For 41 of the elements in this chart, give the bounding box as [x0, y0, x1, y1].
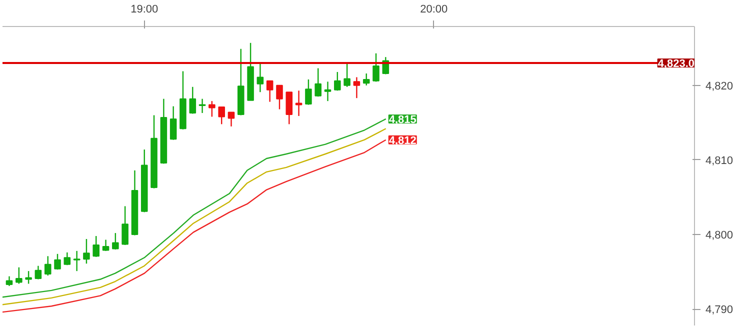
- candlestick: [286, 92, 293, 125]
- candlestick: [314, 68, 322, 98]
- candlestick: [334, 71, 341, 92]
- annotation: 4,815: [388, 114, 416, 126]
- candlestick: [362, 72, 370, 86]
- candlestick: [44, 256, 52, 276]
- candlestick: [170, 106, 177, 140]
- candlestick: [54, 253, 61, 270]
- candlestick: [112, 232, 119, 250]
- candlestick: [122, 206, 128, 246]
- candlestick: [228, 112, 235, 128]
- candlestick: [83, 238, 90, 264]
- candlestick: [344, 62, 350, 88]
- candlestick: [256, 62, 264, 93]
- x-tick-label: 19:00: [130, 4, 158, 16]
- candlestick: [189, 86, 196, 114]
- candlestick: [295, 90, 302, 117]
- candlestick: [6, 276, 13, 287]
- y-tick-label: 4,790: [706, 304, 734, 316]
- candlestick: [353, 76, 360, 99]
- candlestick: [73, 250, 80, 272]
- candlestick: [372, 52, 380, 82]
- candlestick: [276, 84, 283, 110]
- candlestick: [218, 106, 225, 125]
- candlestick: [305, 78, 312, 106]
- y-tick-label: 4,800: [706, 230, 734, 242]
- candlestick: [324, 81, 332, 102]
- candlestick: [16, 266, 22, 284]
- candlestick: [92, 235, 100, 258]
- candlestick: [208, 100, 216, 118]
- y-tick-label: 4,810: [706, 154, 734, 167]
- candlestick: [64, 252, 71, 266]
- candlestick: [25, 270, 32, 284]
- candlestick: [34, 265, 42, 280]
- y-tick-label: 4,820: [706, 80, 734, 92]
- candlestick: [102, 239, 110, 252]
- candlestick: [198, 98, 206, 114]
- candlestick: [266, 80, 274, 102]
- ref-line-label: 4,823.0: [658, 58, 694, 70]
- x-tick-label: 20:00: [420, 4, 448, 16]
- annotation: 4,812: [388, 134, 416, 147]
